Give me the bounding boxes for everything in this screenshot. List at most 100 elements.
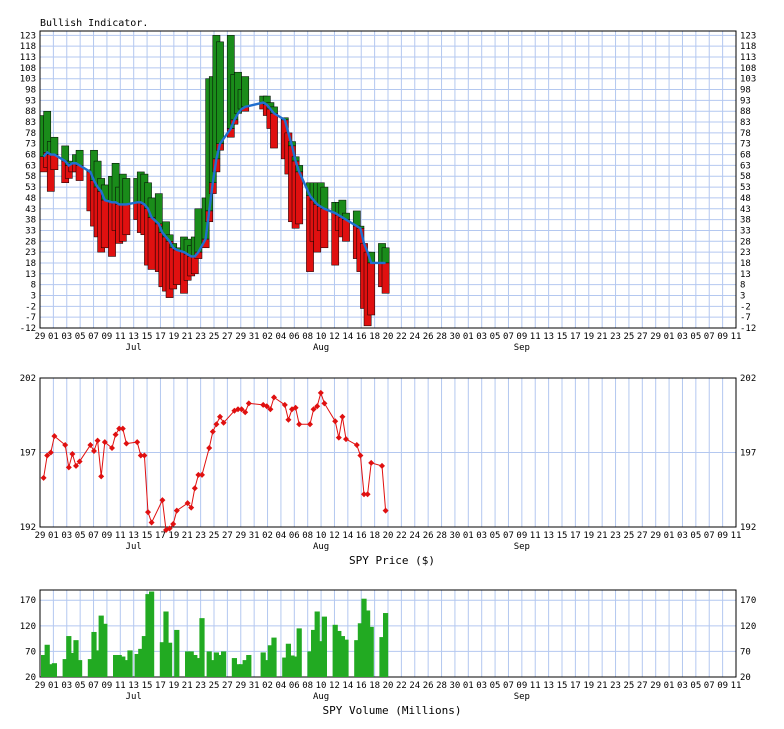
price-x-tick-label: 09 (717, 531, 728, 541)
volume-bar (282, 657, 288, 677)
volume-x-tick-label: 03 (61, 681, 72, 691)
volume-bar (188, 651, 194, 677)
price-point (199, 471, 205, 478)
price-x-tick-label: 07 (704, 531, 715, 541)
volume-bar (159, 642, 165, 677)
volume-bar (120, 656, 126, 677)
indicator-y-tick-label-left: 58 (25, 172, 36, 182)
price-x-tick-label: 17 (155, 531, 166, 541)
price-x-tick-label: 07 (88, 531, 99, 541)
volume-x-tick-label: 27 (222, 681, 233, 691)
volume-y-tick-label-left: 20 (25, 673, 36, 683)
price-y-tick-label-left: 192 (20, 523, 36, 533)
volume-bar (293, 656, 299, 677)
price-x-tick-label: 17 (570, 531, 581, 541)
price-x-tick-label: 11 (530, 531, 541, 541)
volume-x-tick-label: 31 (249, 681, 260, 691)
price-point (245, 400, 252, 407)
volume-x-tick-label: 19 (583, 681, 594, 691)
volume-bar (87, 659, 93, 677)
indicator-y-tick-label-left: 118 (20, 42, 36, 52)
volume-bar (314, 611, 320, 677)
indicator-y-tick-label-left: 73 (25, 140, 36, 150)
volume-bar (231, 658, 237, 677)
indicator-x-tick-label: 13 (128, 332, 139, 342)
volume-x-tick-label: 10 (316, 681, 327, 691)
price-point (166, 525, 173, 532)
indicator-x-tick-label: 22 (396, 332, 407, 342)
price-x-tick-label: 09 (102, 531, 113, 541)
volume-x-tick-label: 28 (436, 681, 447, 691)
indicator-y-tick-label-left: 68 (25, 151, 36, 161)
price-point (238, 406, 245, 413)
price-point (191, 485, 198, 492)
price-point (109, 445, 115, 452)
price-x-tick-label: 05 (490, 531, 501, 541)
volume-x-tick-label: 09 (102, 681, 113, 691)
volume-bar (260, 652, 266, 677)
indicator-x-tick-label: 07 (503, 332, 514, 342)
indicator-y-tick-label-right: 98 (740, 86, 751, 96)
indicator-up-bar (320, 186, 329, 210)
price-x-tick-label: 07 (503, 531, 514, 541)
price-x-tick-label: 03 (61, 531, 72, 541)
volume-x-tick-label: 25 (624, 681, 635, 691)
volume-bar (77, 660, 83, 677)
price-point (170, 521, 177, 528)
volume-bar (354, 640, 360, 677)
price-point (382, 507, 389, 514)
volume-bar (145, 594, 151, 677)
volume-x-tick-label: 22 (396, 681, 407, 691)
price-point (296, 421, 303, 428)
volume-bar (368, 626, 374, 677)
indicator-x-tick-label: 15 (142, 332, 153, 342)
price-axis-label: SPY Price ($) (349, 554, 435, 567)
volume-x-tick-label: 29 (650, 681, 661, 691)
price-x-tick-label: 02 (262, 531, 273, 541)
price-point (184, 500, 191, 507)
volume-bar (267, 645, 273, 677)
volume-x-tick-label: 19 (168, 681, 179, 691)
indicator-y-tick-label-right: 93 (740, 96, 751, 106)
indicator-x-tick-label: 19 (583, 332, 594, 342)
indicator-x-tick-label: 20 (383, 332, 394, 342)
volume-x-tick-label: 06 (289, 681, 300, 691)
indicator-y-tick-label-left: 113 (20, 53, 36, 63)
indicator-down-bar (381, 262, 390, 294)
price-point (188, 504, 195, 511)
price-point (364, 491, 371, 498)
volume-x-tick-label: 17 (155, 681, 166, 691)
price-point (235, 406, 241, 413)
volume-x-tick-label: 20 (383, 681, 394, 691)
volume-bar (336, 630, 342, 677)
indicator-y-tick-label-left: 28 (25, 237, 36, 247)
volume-month-label: Jul (126, 692, 142, 702)
price-point (206, 445, 213, 452)
volume-x-tick-label: 11 (530, 681, 541, 691)
indicator-x-tick-label: 16 (356, 332, 367, 342)
volume-bar (343, 639, 349, 677)
price-x-tick-label: 21 (597, 531, 608, 541)
volume-bar (321, 616, 327, 677)
volume-bar (264, 660, 270, 677)
volume-panel: 29 01 03 05 07 09 11 13 15 17 19 21 23 25 27 29 31 02 04 06… (20, 589, 756, 702)
price-panel: 29 01 03 05 07 09 11 13 15 17 19 21 23 25 27 29 31 02 04 06… (20, 374, 757, 552)
price-y-tick-label-right: 197 (740, 449, 756, 459)
volume-bar (149, 591, 155, 677)
indicator-up-bar (122, 178, 131, 205)
indicator-x-tick-label: 28 (436, 332, 447, 342)
indicator-x-tick-label: 07 (88, 332, 99, 342)
volume-y-tick-label-left: 120 (20, 622, 36, 632)
indicator-y-tick-label-right: 68 (740, 151, 751, 161)
indicator-chart-title: Bullish Indicator. (40, 18, 148, 29)
price-x-tick-label: 03 (476, 531, 487, 541)
volume-bar (357, 623, 363, 677)
price-x-tick-label: 15 (142, 531, 153, 541)
volume-x-tick-label: 07 (704, 681, 715, 691)
volume-axis-label: SPY Volume (Millions) (322, 704, 461, 717)
price-point (134, 439, 141, 446)
indicator-y-tick-label-right: 73 (740, 140, 751, 150)
price-point (271, 394, 277, 401)
volume-bar (41, 654, 47, 677)
price-x-tick-label: 23 (610, 531, 621, 541)
